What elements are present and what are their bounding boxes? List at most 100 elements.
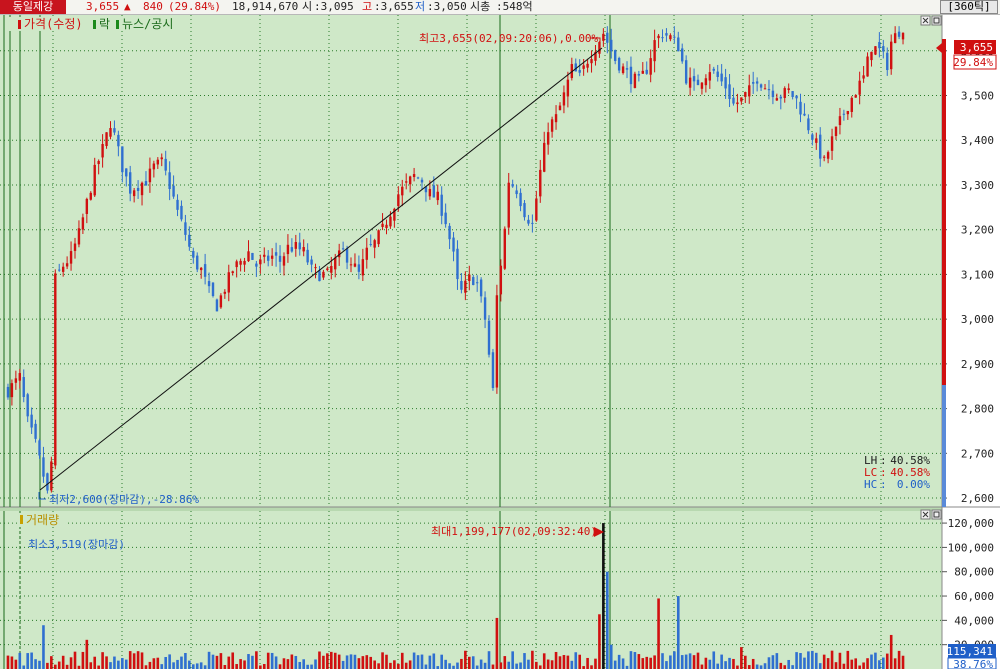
volume-bar	[878, 660, 881, 669]
volume-bar	[885, 653, 889, 669]
legend-news[interactable]: 뉴스/공시	[122, 17, 173, 31]
candle-body	[148, 168, 152, 183]
candle-body	[373, 240, 376, 248]
legend-fall[interactable]: 락	[99, 17, 110, 31]
volume-bar	[373, 660, 376, 669]
volume-bar	[483, 662, 487, 669]
volume-bar	[759, 665, 763, 669]
candle-body	[460, 280, 463, 290]
current-price-tag	[954, 40, 996, 54]
candle-body	[763, 88, 767, 90]
volume-bar	[669, 655, 672, 669]
candle-body	[649, 58, 652, 75]
volume-bar	[57, 661, 61, 669]
volume-bar	[132, 653, 136, 669]
price-grid	[0, 15, 942, 507]
volume-bar	[333, 652, 337, 669]
volume-bar	[180, 656, 183, 669]
volume-bar	[621, 658, 625, 669]
candle-body	[357, 264, 361, 272]
volume-bar	[456, 662, 459, 669]
volume-bar	[901, 655, 905, 669]
candle-body	[724, 77, 727, 89]
volume-tick-label: 40,000	[954, 614, 994, 627]
volume-panel-close-icon[interactable]	[920, 509, 931, 520]
candle-body	[274, 252, 278, 256]
volume-bar	[889, 634, 893, 669]
stock-name[interactable]: 동일제강	[0, 0, 66, 14]
candle-body	[26, 394, 29, 417]
price-tick-label: 3,500	[961, 90, 994, 103]
candle-body	[176, 199, 179, 210]
candle-body	[255, 263, 258, 267]
volume-bar	[625, 665, 629, 669]
volume-bar	[566, 655, 570, 669]
down-range-bar	[942, 385, 946, 507]
candle-body	[89, 192, 92, 200]
volume-bar	[18, 652, 22, 669]
volume-bar	[803, 657, 806, 669]
volume-bar	[298, 661, 302, 669]
volume-bar	[629, 651, 633, 669]
candle-body	[215, 299, 219, 312]
volume-bar	[716, 663, 720, 669]
volume-bar	[156, 657, 160, 669]
volume-bar	[444, 659, 447, 669]
volume-bar	[771, 655, 775, 669]
candle-body	[223, 291, 227, 294]
candle-body	[38, 440, 41, 456]
price-panel-close-icon[interactable]	[920, 15, 931, 26]
low-label: 저	[415, 0, 426, 13]
volume-bar	[168, 654, 171, 669]
volume-bar	[598, 614, 601, 669]
candle-body	[755, 81, 759, 84]
legend-volume[interactable]: 거래량	[26, 513, 59, 527]
candle-body	[330, 266, 333, 273]
volume-bar	[381, 652, 384, 669]
price-panel-maximize-icon[interactable]	[931, 15, 942, 26]
volume-bar	[641, 658, 645, 669]
candle-body	[22, 377, 25, 397]
volume-bar	[688, 653, 692, 669]
candle-body	[602, 33, 605, 41]
volume-bar	[85, 639, 89, 669]
candle-body	[712, 68, 715, 71]
volume-bar	[148, 661, 152, 669]
volume-panel-maximize-icon[interactable]	[931, 509, 942, 520]
volume-bar	[195, 663, 199, 669]
change-percent: (29.84%)	[168, 0, 221, 13]
legend-fall-marker	[93, 20, 96, 29]
candle-body	[369, 244, 372, 246]
candle-body	[759, 84, 763, 88]
volume-bar	[818, 663, 822, 669]
candle-body	[97, 160, 100, 165]
candlestick-series	[6, 26, 905, 494]
stat-hc-value: 0.00%	[897, 478, 930, 491]
volume-bar	[199, 662, 203, 669]
candle-body	[125, 168, 128, 177]
volume-bar	[649, 657, 652, 669]
candle-body	[771, 90, 775, 98]
volume-bar	[550, 660, 554, 669]
max-price-annotation: 최고3,655(02,09:20:06),0.00%	[419, 32, 599, 45]
volume-bar	[113, 656, 116, 669]
candle-body	[578, 70, 581, 73]
volume-tick-label: 80,000	[954, 566, 994, 579]
volume-bar	[117, 660, 120, 669]
candle-body	[582, 65, 585, 69]
volume-bar	[318, 651, 321, 669]
volume-bar	[400, 652, 404, 669]
candle-body	[259, 259, 262, 265]
candle-body	[858, 80, 861, 95]
trend-line[interactable]	[39, 47, 603, 491]
volume-bar	[160, 664, 164, 669]
period-selector[interactable]: [360틱]	[940, 0, 998, 14]
volume-bar	[538, 665, 542, 669]
volume-bar	[345, 655, 349, 669]
volume-bar	[14, 659, 18, 669]
candle-body	[156, 159, 160, 165]
candle-body	[129, 172, 132, 194]
candle-body	[353, 263, 357, 267]
legend-price[interactable]: 가격(수정)	[24, 17, 83, 31]
volume-bar	[428, 655, 432, 669]
